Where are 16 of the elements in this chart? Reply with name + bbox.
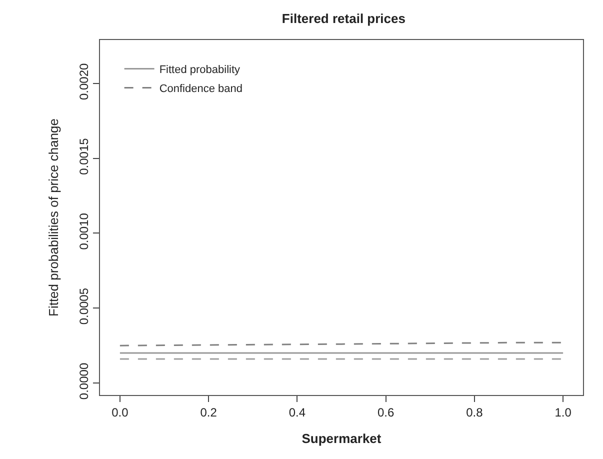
x-tick-label: 0.6 [377,405,394,420]
y-tick-label: 0.0005 [77,288,92,325]
y-tick-label: 0.0000 [77,362,92,400]
x-tick-label: 0.8 [466,405,484,420]
legend-label: Fitted probability [159,64,241,76]
y-axis-title: Fitted probabilities of price change [46,118,62,317]
legend-label: Confidence band [159,82,243,95]
chart-title: Filtered retail prices [282,10,406,26]
x-tick-label: 0.4 [288,405,306,420]
y-tick-label: 0.0020 [77,62,92,100]
x-axis-title: Supermarket [302,431,382,446]
x-tick-label: 1.0 [554,405,572,420]
y-tick-label: 0.0010 [77,212,92,250]
y-tick-label: 0.0015 [77,138,92,175]
x-tick-label: 0.0 [112,405,129,420]
x-tick-label: 0.2 [200,405,218,420]
